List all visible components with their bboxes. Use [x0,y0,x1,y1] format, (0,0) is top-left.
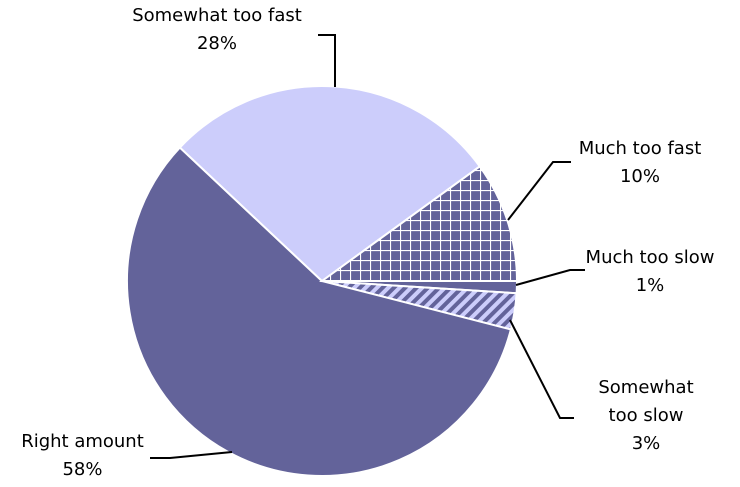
leader-somewhat-too-fast [318,34,336,87]
slices-layer [126,84,519,477]
label-much-too-slow: Much too slow 1% [585,247,715,296]
leader-right-amount [150,451,233,459]
label-somewhat-too-fast: Somewhat too fast 28% [132,5,302,54]
label-right-amount: Right amount 58% [21,431,144,480]
label-much-too-fast: Much too fast 10% [578,138,702,187]
leader-much-too-slow [515,269,585,286]
leaders-layer [150,34,585,459]
leader-much-too-fast [507,161,571,221]
pie-slice-much-too-fast [318,164,519,282]
label-somewhat-too-slow: Somewhat too slow 3% [598,377,694,454]
leader-somewhat-too-slow [509,319,574,419]
